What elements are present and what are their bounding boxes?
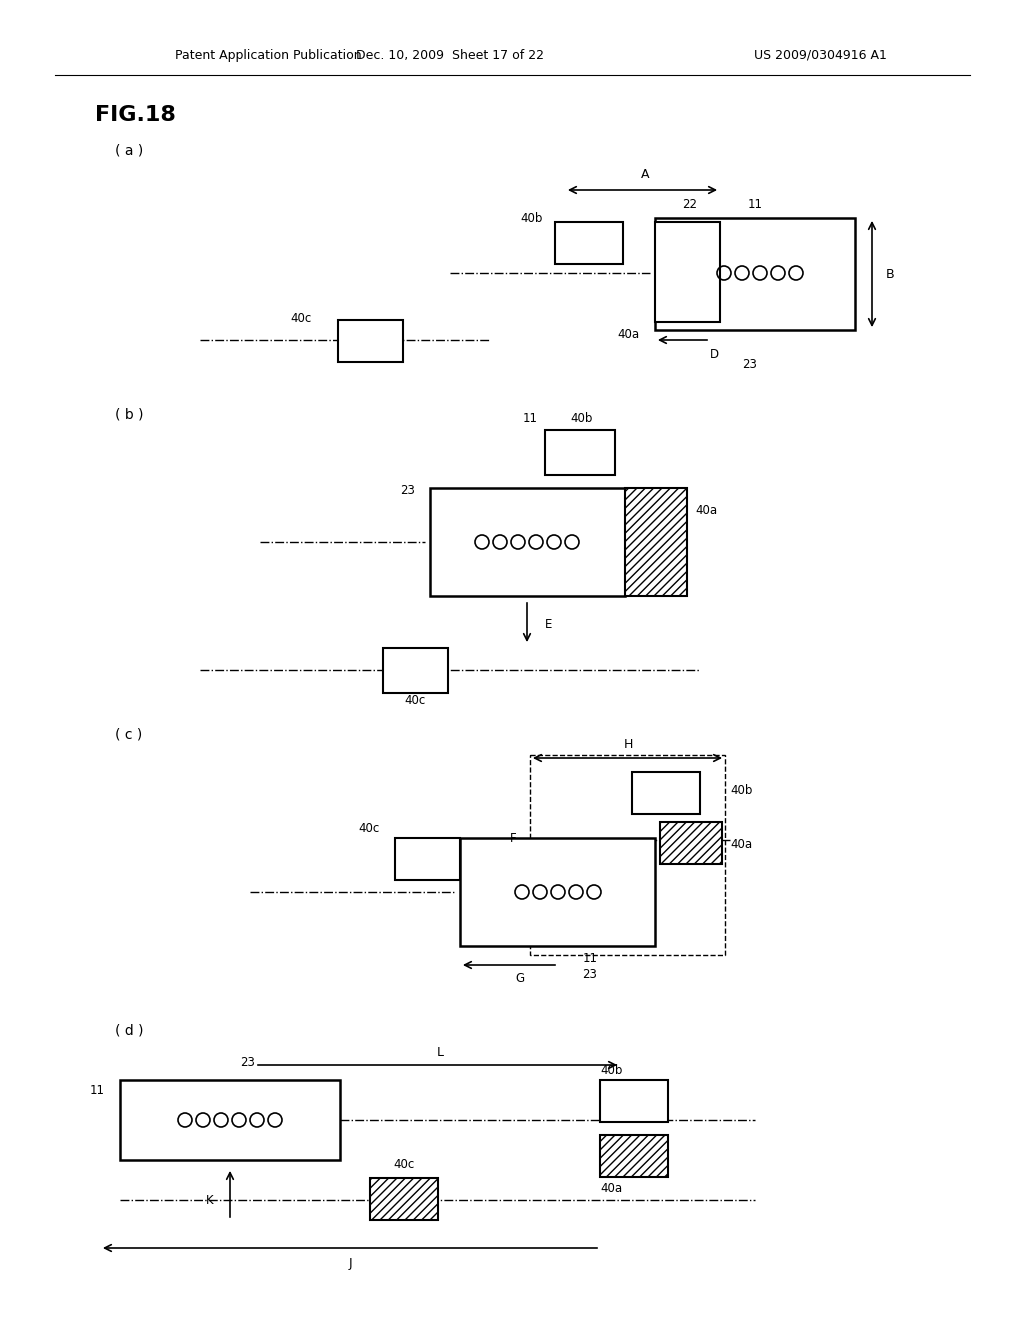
Text: 11: 11 bbox=[522, 412, 538, 425]
Text: 23: 23 bbox=[241, 1056, 255, 1068]
Text: US 2009/0304916 A1: US 2009/0304916 A1 bbox=[754, 49, 887, 62]
Text: 40c: 40c bbox=[358, 821, 380, 834]
Text: 11: 11 bbox=[583, 952, 597, 965]
Text: 40a: 40a bbox=[730, 838, 752, 851]
Text: ( d ): ( d ) bbox=[115, 1023, 143, 1038]
Bar bbox=[660, 822, 722, 865]
Text: ( a ): ( a ) bbox=[115, 143, 143, 157]
Text: 40c: 40c bbox=[291, 312, 312, 325]
Text: K: K bbox=[206, 1193, 214, 1206]
Bar bbox=[460, 838, 655, 946]
Text: 40b: 40b bbox=[520, 211, 543, 224]
Text: ( c ): ( c ) bbox=[115, 729, 142, 742]
Bar bbox=[600, 1135, 668, 1177]
Text: FIG.18: FIG.18 bbox=[95, 106, 176, 125]
Text: B: B bbox=[886, 268, 894, 281]
Text: G: G bbox=[515, 972, 524, 985]
Text: 40b: 40b bbox=[570, 412, 593, 425]
Text: 22: 22 bbox=[683, 198, 697, 211]
Bar bbox=[430, 488, 625, 597]
Text: 40a: 40a bbox=[695, 503, 717, 516]
Bar bbox=[545, 430, 615, 475]
Bar bbox=[555, 222, 623, 264]
Bar bbox=[395, 838, 460, 880]
Text: H: H bbox=[624, 738, 633, 751]
Text: A: A bbox=[641, 169, 649, 181]
Text: 23: 23 bbox=[583, 969, 597, 982]
Text: 40b: 40b bbox=[600, 1064, 623, 1077]
Bar bbox=[383, 648, 449, 693]
Text: 40c: 40c bbox=[404, 693, 426, 706]
Text: 23: 23 bbox=[400, 483, 415, 496]
Text: E: E bbox=[545, 619, 552, 631]
Text: L: L bbox=[436, 1045, 443, 1059]
Text: 11: 11 bbox=[90, 1084, 105, 1097]
Bar bbox=[655, 218, 855, 330]
Bar bbox=[338, 319, 403, 362]
Text: 40a: 40a bbox=[600, 1181, 623, 1195]
Text: 11: 11 bbox=[748, 198, 763, 211]
Text: 23: 23 bbox=[742, 359, 758, 371]
Bar bbox=[632, 772, 700, 814]
Text: 40c: 40c bbox=[393, 1159, 415, 1172]
Text: Patent Application Publication: Patent Application Publication bbox=[175, 49, 361, 62]
Text: J: J bbox=[348, 1257, 352, 1270]
Text: ( b ): ( b ) bbox=[115, 408, 143, 422]
Bar bbox=[370, 1177, 438, 1220]
Bar bbox=[600, 1080, 668, 1122]
Text: 40b: 40b bbox=[730, 784, 753, 796]
Text: 40a: 40a bbox=[617, 329, 640, 342]
Bar bbox=[120, 1080, 340, 1160]
Text: F: F bbox=[510, 832, 517, 845]
Text: D: D bbox=[710, 348, 719, 362]
Bar bbox=[530, 755, 725, 954]
Text: Dec. 10, 2009  Sheet 17 of 22: Dec. 10, 2009 Sheet 17 of 22 bbox=[356, 49, 544, 62]
Bar bbox=[655, 222, 720, 322]
Bar bbox=[625, 488, 687, 597]
